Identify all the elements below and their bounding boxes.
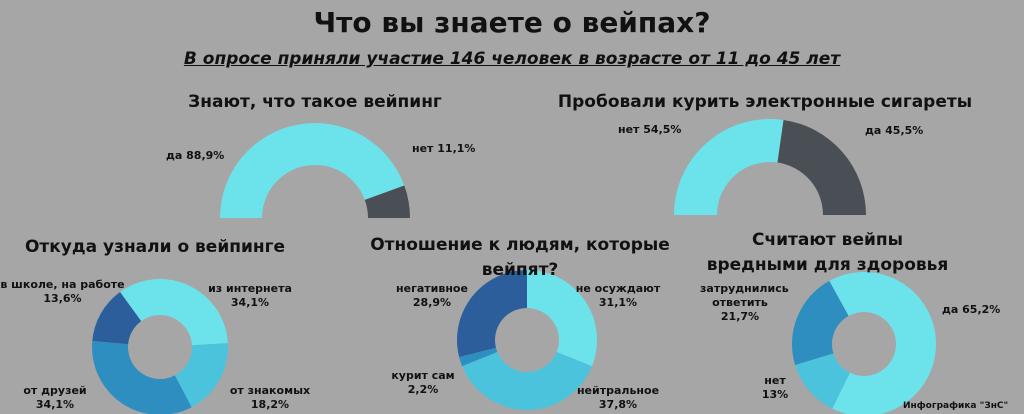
slice-value-unsure: 21,7% [720,310,760,323]
slice-label-harmful-yes: да 65,2% [942,303,1000,317]
slice-label-acquaintances: от знакомых 18,2% [225,384,315,412]
slice-name-acquaintances: от знакомых [229,384,311,397]
slice-know-no [364,185,410,218]
slice-unsure [792,280,849,366]
slice-label-school: в школе, на работе 13,6% [0,278,125,306]
page-title: Что вы знаете о вейпах? [313,6,711,39]
slice-name-not-condemn: не осуждают [575,282,661,295]
slice-negative [457,270,527,357]
slice-name-friends: от друзей [23,384,87,397]
slice-value-not-condemn: 31,1% [598,296,638,309]
slice-label-harmful-no: нет 13% [755,374,795,402]
slice-value-negative: 28,9% [412,296,452,309]
slice-school [92,291,142,345]
slice-harmful-yes [829,272,936,414]
slice-label-know-yes: да 88,9% [166,149,225,162]
slice-label-unsure: затруднились ответить 21,7% [700,282,789,324]
slice-smokes-self [459,347,498,367]
slice-tried-yes [777,119,866,215]
slice-value-harmful-yes: 65,2% [962,303,1001,316]
slice-label-smokes-self: курит сам 2,2% [388,369,458,397]
slice-name-harmful-yes: да [942,303,959,316]
slice-value-school: 13,6% [43,292,82,305]
slice-value-smokes-self: 2,2% [407,383,439,396]
slice-name-negative: негативное [396,282,468,295]
slice-harmful-no [795,353,850,409]
slice-label-neutral: нейтральное 37,8% [573,384,663,412]
chart-title-attitude: Отношение к людям, которые вейпят? [370,235,670,280]
slice-label-know-no: нет 11,1% [412,142,476,155]
slice-tried-no [674,118,784,215]
chart-title-know-vaping: Знают, что такое вейпинг [188,92,442,112]
slice-name-neutral: нейтральное [576,384,660,397]
slice-label-friends: от друзей 34,1% [20,384,90,412]
infographic-credit: Инфографика "ЗнС" [903,401,1009,411]
slice-value-neutral: 37,8% [598,398,638,411]
slice-label-tried-yes: да 45,5% [865,124,924,137]
chart-title-tried-vaping: Пробовали курить электронные сигареты [557,92,973,112]
slice-acquaintances [174,343,228,408]
slice-name-internet: из интернета [208,282,292,295]
slice-label-internet: из интернета 34,1% [205,282,295,310]
chart-title-source: Откуда узнали о вейпинге [24,237,286,257]
slice-friends [92,341,192,414]
slice-value-harmful-no: 13% [761,388,789,401]
slice-name-harmful-no: нет [764,374,786,387]
slice-name-unsure: затруднились ответить [700,282,789,309]
slice-know-yes [220,123,405,218]
slice-value-friends: 34,1% [35,398,75,411]
slice-label-tried-no: нет 54,5% [618,123,682,136]
slice-not-condemn [527,270,597,367]
slice-name-school: в школе, на работе [0,278,125,291]
slice-neutral [462,351,592,411]
slice-internet [120,278,228,346]
survey-subtitle: В опросе приняли участие 146 человек в в… [183,49,841,69]
slice-value-internet: 34,1% [230,296,270,309]
chart-title-harmful: Считают вейпы вредными для здоровья [706,230,949,275]
slice-label-not-condemn: не осуждают 31,1% [568,282,668,310]
slice-label-negative: негативное 28,9% [392,282,472,310]
slice-name-smokes-self: курит сам [391,369,455,382]
slice-value-acquaintances: 18,2% [250,398,290,411]
